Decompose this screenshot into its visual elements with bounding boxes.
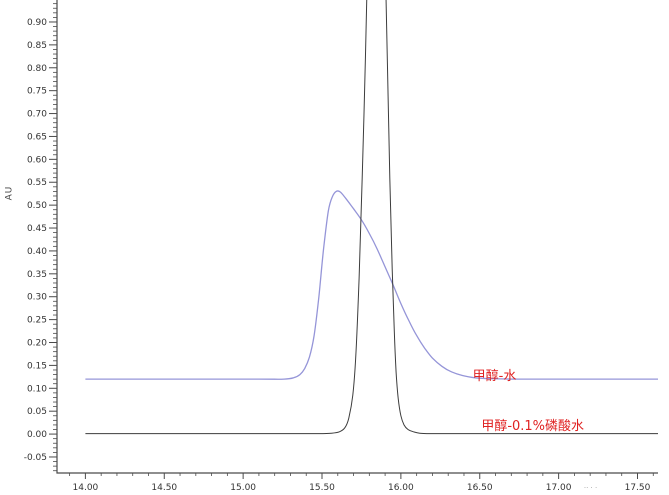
x-tick-label: 15.00	[230, 483, 256, 493]
y-tick-label: 0.80	[27, 64, 47, 74]
x-tick-label: 16.50	[467, 483, 493, 493]
annotation-label: 甲醇-水	[472, 368, 517, 384]
annotation-label: 甲醇-0.1%磷酸水	[481, 419, 585, 435]
y-tick-label: 0.15	[27, 361, 47, 371]
x-tick-label: 14.50	[151, 483, 177, 493]
traces	[85, 0, 658, 435]
x-tick-label: 15.50	[309, 483, 335, 493]
trace-methanol-phosphoric-acid	[85, 0, 658, 435]
y-tick-label: 0.35	[27, 270, 47, 280]
y-tick-label: 0.50	[27, 201, 47, 211]
y-tick-label: 0.55	[27, 178, 47, 188]
trace-methanol-water	[85, 190, 658, 380]
y-tick-label: 0.65	[27, 132, 47, 142]
y-tick-label: 0.40	[27, 247, 47, 257]
x-tick-label: 14.00	[73, 483, 99, 493]
y-tick-label: 0.90	[27, 18, 47, 28]
axes	[56, 0, 658, 474]
y-axis-title: AU	[4, 185, 15, 201]
x-tick-label: 17.50	[625, 483, 651, 493]
y-tick-label: 0.70	[27, 110, 47, 120]
y-axis: 0.90 0.85 0.80 0.75 0.70 0.65 0.60 0.55 0.50 0.45…	[24, 3, 57, 472]
y-tick-label: 0.75	[27, 87, 47, 97]
y-tick-label: 0.20	[27, 339, 47, 349]
y-tick-label: 0.45	[27, 224, 47, 234]
y-tick-label: 0.60	[27, 155, 47, 165]
y-tick-label: 0.85	[27, 41, 47, 51]
y-tick-label: 0.05	[27, 407, 47, 417]
y-tick-label: 0.30	[27, 293, 47, 303]
x-tick-label: 16.00	[388, 483, 414, 493]
y-tick-label: 0.00	[27, 430, 47, 440]
y-tick-label: -0.05	[24, 453, 47, 463]
y-tick-label: 0.10	[27, 384, 47, 394]
y-tick-label: 0.25	[27, 316, 47, 326]
x-axis: 14.00 14.50 15.00 15.50 16.00 16.50 17.00 17.50	[69, 473, 654, 493]
annotation-label: .. . .	[583, 481, 598, 490]
x-tick-label: 17.00	[546, 483, 572, 493]
